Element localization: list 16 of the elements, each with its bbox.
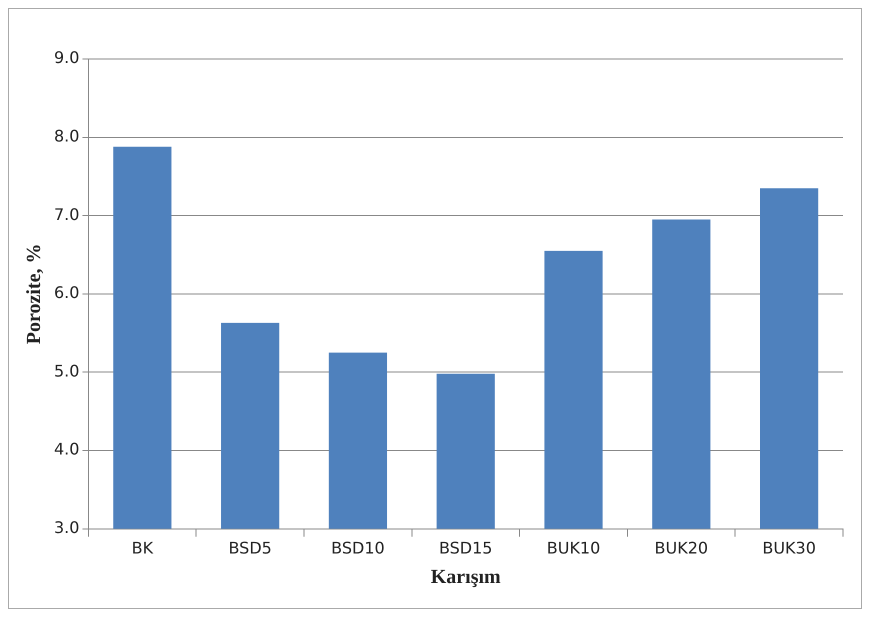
y-tick-label: 4.0 (54, 440, 80, 459)
x-tick-label: BK (132, 538, 154, 558)
x-axis-title: Karışım (430, 566, 502, 588)
y-tick-label: 6.0 (54, 283, 80, 302)
y-tick-label: 9.0 (54, 48, 80, 68)
x-tick-label: BSD15 (438, 538, 492, 558)
y-tick-label: 7.0 (54, 204, 80, 224)
x-tick-label: BUK30 (762, 538, 816, 558)
x-tick-label: BUK20 (654, 538, 708, 558)
y-tick-label: 8.0 (54, 126, 80, 146)
y-tick-label: 5.0 (54, 361, 80, 380)
y-tick-label: 3.0 (54, 518, 80, 537)
y-axis-title: Porozite, % (23, 244, 46, 344)
x-tick-label: BSD5 (228, 538, 272, 558)
x-tick-label: BSD10 (331, 538, 385, 558)
x-tick-label: BUK10 (546, 538, 600, 558)
